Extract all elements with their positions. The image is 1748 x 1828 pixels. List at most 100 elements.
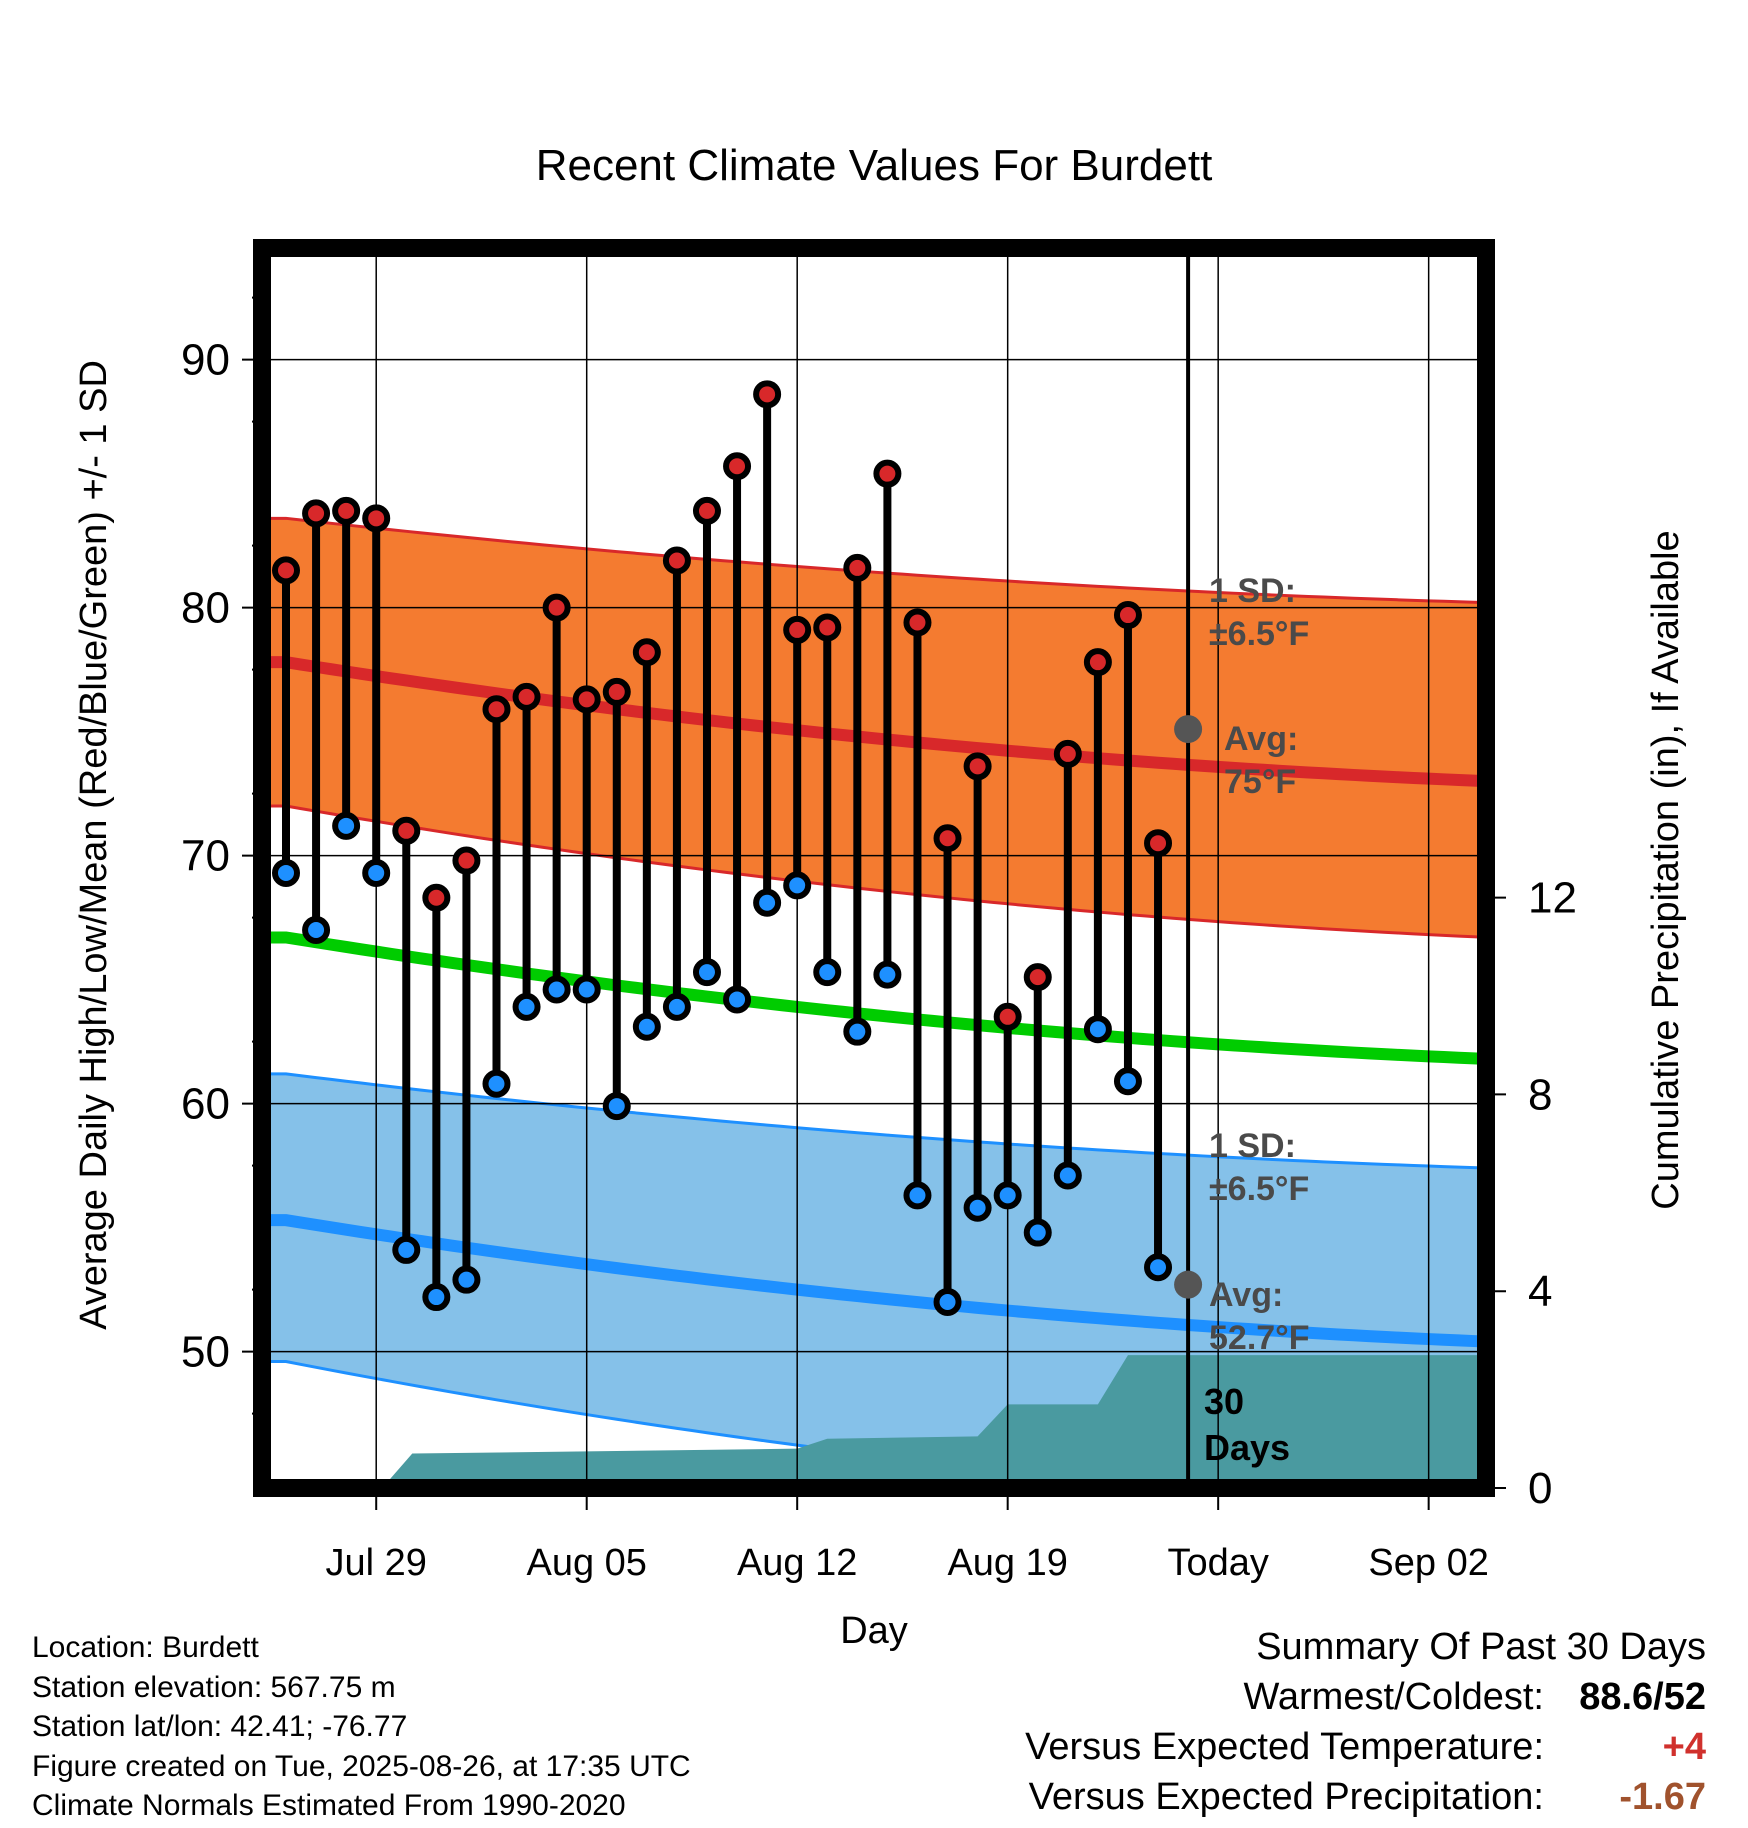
normal-high-line (262, 656, 1486, 788)
high-point (873, 459, 902, 488)
high-point (482, 695, 511, 724)
location-text: Location: Burdett (32, 1631, 259, 1664)
x-tick-label: Jul 29 (326, 1542, 427, 1584)
low-point (392, 1235, 421, 1264)
low-point (843, 1017, 872, 1046)
y2-tick-label: 8 (1528, 1070, 1552, 1119)
plot-fill-group (262, 516, 1486, 1488)
high-point (993, 1002, 1022, 1031)
low-point (873, 960, 902, 989)
high-point (963, 752, 992, 781)
high-avg-value: 75°F (1224, 763, 1296, 801)
normals-text: Climate Normals Estimated From 1990-2020 (32, 1789, 626, 1822)
low-point (1144, 1253, 1173, 1282)
low-point (933, 1288, 962, 1316)
high-point (843, 553, 872, 582)
high-point (1023, 963, 1052, 992)
low-point (813, 958, 842, 987)
high-point (1144, 829, 1173, 858)
summary-panel: Summary Of Past 30 Days Warmest/Coldest:… (1025, 1622, 1706, 1822)
station-info: Location: Burdett Station elevation: 567… (32, 1628, 691, 1826)
high-point (723, 452, 752, 481)
low-point (272, 858, 300, 887)
normal-low-line (262, 1214, 1486, 1348)
high-point (933, 824, 962, 853)
low-point (1083, 1015, 1112, 1044)
low-point (1023, 1218, 1052, 1247)
days-count: 30 (1204, 1381, 1244, 1422)
high-sd-label: 1 SD: (1209, 572, 1296, 610)
high-point (753, 380, 782, 409)
high-sd-lower-line (262, 804, 1486, 939)
x-tick-label: Today (1167, 1542, 1268, 1584)
y2-tick-label: 12 (1528, 874, 1577, 923)
warmest-coldest-value: 88.6/52 (1579, 1676, 1706, 1718)
high-point (422, 883, 451, 912)
low-point (1053, 1161, 1082, 1190)
low-point (362, 858, 391, 887)
plot-area (262, 516, 1486, 1488)
low-avg-label: Avg: (1209, 1276, 1283, 1314)
created-text: Figure created on Tue, 2025-08-26, at 17… (32, 1749, 691, 1783)
plot-frame (253, 239, 1495, 1497)
latlon-text: Station lat/lon: 42.41; -76.77 (32, 1710, 408, 1743)
precip-diff-value: -1.67 (1619, 1776, 1706, 1818)
x-tick-label: Sep 02 (1368, 1542, 1488, 1584)
high-point (542, 593, 571, 622)
high-avg-label: Avg: (1224, 720, 1298, 758)
low-point (542, 975, 571, 1004)
low-point (903, 1181, 932, 1210)
low-point (963, 1193, 992, 1222)
high-point (632, 638, 661, 667)
temp-diff-value: +4 (1662, 1726, 1706, 1768)
low-point (422, 1283, 451, 1312)
y2-tick-label: 0 (1528, 1464, 1552, 1513)
high-point (662, 546, 691, 575)
high-point (1053, 739, 1082, 768)
y-tick-label: 50 (181, 1328, 230, 1377)
low-sd-upper-line (262, 1072, 1486, 1170)
annotations: 1 SD: ±6.5°F Avg: 75°F 1 SD: ±6.5°F Avg:… (1204, 572, 1310, 1468)
high-point (302, 499, 331, 528)
low-point (302, 916, 331, 944)
low-point (512, 992, 541, 1021)
x-tick-label: Aug 05 (526, 1542, 646, 1584)
y-tick-label: 80 (181, 584, 230, 633)
high-point (362, 504, 391, 533)
high-point (332, 496, 361, 525)
series-layer (272, 248, 1203, 1488)
low-point (753, 888, 782, 917)
high-point (572, 685, 601, 714)
x-axis-label: Day (840, 1610, 908, 1652)
low-point (452, 1265, 481, 1294)
y-axis-label: Average Daily High/Low/Mean (Red/Blue/Gr… (73, 360, 115, 1330)
low-point (723, 985, 752, 1014)
y-tick-label: 70 (181, 832, 230, 881)
low-point (332, 811, 361, 840)
high-sd-band (262, 518, 1486, 938)
y-tick-label: 60 (181, 1080, 230, 1129)
warmest-coldest-label: Warmest/Coldest: (1243, 1676, 1544, 1718)
low-point (1113, 1067, 1142, 1096)
high-point (602, 677, 631, 706)
x-tick-label: Aug 19 (947, 1542, 1067, 1584)
temp-diff-label: Versus Expected Temperature: (1025, 1726, 1544, 1768)
high-sd-value: ±6.5°F (1209, 615, 1309, 653)
low-point (662, 992, 691, 1021)
low-sd-label: 1 SD: (1209, 1127, 1296, 1165)
high-point (272, 556, 300, 585)
low-avg-value: 52.7°F (1209, 1319, 1310, 1357)
low-point (572, 975, 601, 1004)
chart-title: Recent Climate Values For Burdett (536, 141, 1213, 190)
high-point (1083, 648, 1112, 677)
high-point (512, 682, 541, 711)
high-point (1113, 601, 1142, 630)
low-point (993, 1181, 1022, 1210)
axes: 50 60 70 80 90 0 4 8 12 Jul 29 Aug 05 Aug 12 Aug 19 T… (181, 296, 1577, 1584)
elevation-text: Station elevation: 567.75 m (32, 1670, 396, 1704)
low-point (482, 1069, 511, 1098)
days-label: Days (1204, 1427, 1290, 1468)
low-sd-value: ±6.5°F (1209, 1170, 1309, 1208)
high-point (452, 846, 481, 875)
